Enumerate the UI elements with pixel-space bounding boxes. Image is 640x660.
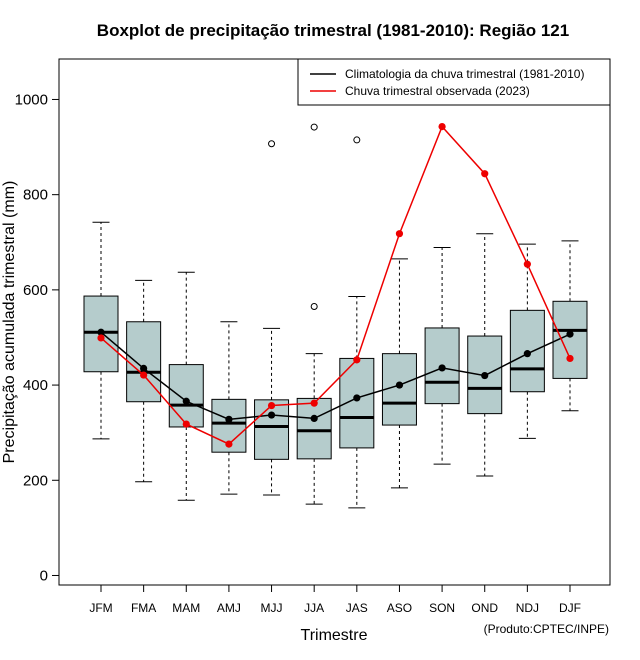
- x-tick-label-OND: OND: [471, 601, 498, 615]
- x-tick-label-MJJ: MJJ: [261, 601, 283, 615]
- box-iqr: [296, 397, 332, 460]
- box-JJA: [296, 123, 332, 505]
- credit-label: (Produto:CPTEC/INPE): [484, 622, 609, 636]
- box-AMJ: [211, 321, 247, 495]
- y-tick-label-0: 0: [40, 567, 48, 584]
- series-point-observed-MAM: [182, 420, 190, 428]
- y-tick-label-800: 800: [23, 187, 48, 204]
- series-point-climatology-FMA: [140, 364, 148, 373]
- series-point-observed-OND: [481, 170, 489, 178]
- y-tick-label-1000: 1000: [15, 91, 48, 108]
- chart-title: Boxplot de precipitação trimestral (1981…: [97, 21, 569, 40]
- series-point-observed-DJF: [566, 354, 574, 363]
- series-point-climatology-MAM: [182, 397, 190, 405]
- box-outlier: [353, 136, 361, 144]
- y-axis: 0 200 400 600 800 1000: [15, 91, 60, 584]
- boxes-group: [83, 123, 588, 509]
- box-MAM: [168, 271, 204, 501]
- series-point-climatology-ASO: [395, 381, 404, 389]
- box-DJF: [552, 240, 588, 412]
- series-point-observed-NDJ: [523, 260, 531, 268]
- box-SON: [424, 247, 460, 465]
- series-point-climatology-JAS: [353, 394, 361, 402]
- box-iqr: [381, 353, 417, 426]
- legend-label-climatology: Climatologia da chuva trimestral (1981-2…: [345, 67, 584, 81]
- y-tick-label-200: 200: [23, 472, 48, 489]
- box-NDJ: [509, 243, 545, 439]
- x-axis: JFM FMA MAM AMJ MJJ JJA JAS ASO SON OND NDJ DJF: [89, 584, 581, 615]
- box-iqr: [168, 364, 204, 428]
- series-point-climatology-MJJ: [267, 411, 276, 419]
- x-tick-label-FMA: FMA: [131, 601, 156, 615]
- box-ASO: [381, 258, 417, 489]
- series-point-observed-AMJ: [225, 440, 233, 448]
- series-point-observed-SON: [438, 122, 446, 131]
- y-tick-label-600: 600: [23, 282, 48, 299]
- series-point-climatology-AMJ: [225, 415, 233, 423]
- box-MJJ: [254, 140, 290, 496]
- x-tick-label-DJF: DJF: [559, 601, 581, 615]
- y-axis-title: Precipitação acumulada trimestral (mm): [1, 181, 18, 464]
- box-FMA: [126, 279, 162, 483]
- box-outlier: [310, 123, 318, 131]
- x-tick-label-AMJ: AMJ: [217, 601, 241, 615]
- series-point-climatology-JJA: [310, 414, 318, 422]
- box-outlier: [268, 140, 276, 148]
- x-axis-title: Trimestre: [301, 627, 368, 644]
- series-line-observed: [100, 125, 571, 445]
- box-iqr: [254, 399, 290, 460]
- box-OND: [467, 233, 503, 477]
- series-point-observed-JAS: [353, 356, 361, 364]
- series-point-climatology-JFM: [97, 328, 105, 336]
- series-point-climatology-DJF: [566, 330, 574, 338]
- series-point-observed-JJA: [310, 399, 318, 407]
- x-tick-label-MAM: MAM: [172, 601, 200, 615]
- x-tick-label-JAS: JAS: [346, 601, 368, 615]
- series-point-observed-JFM: [97, 334, 105, 342]
- series-point-observed-MJJ: [267, 401, 276, 410]
- series-point-observed-FMA: [140, 371, 148, 379]
- box-outlier: [310, 303, 318, 311]
- series-lines-group: [97, 122, 574, 448]
- y-tick-label-400: 400: [23, 377, 48, 394]
- series-point-climatology-NDJ: [523, 350, 531, 358]
- legend: Climatologia da chuva trimestral (1981-2…: [297, 58, 611, 106]
- series-point-climatology-OND: [481, 371, 489, 380]
- legend-label-observed: Chuva trimestral observada (2023): [345, 84, 530, 98]
- x-tick-label-ASO: ASO: [387, 601, 412, 615]
- series-line-climatology: [100, 331, 571, 421]
- x-tick-label-NDJ: NDJ: [516, 601, 539, 615]
- series-point-climatology-SON: [438, 364, 446, 372]
- legend-box: [297, 58, 611, 106]
- x-tick-label-SON: SON: [429, 601, 455, 615]
- x-tick-label-JJA: JJA: [304, 601, 324, 615]
- series-point-observed-ASO: [395, 230, 404, 238]
- x-tick-label-JFM: JFM: [89, 601, 112, 615]
